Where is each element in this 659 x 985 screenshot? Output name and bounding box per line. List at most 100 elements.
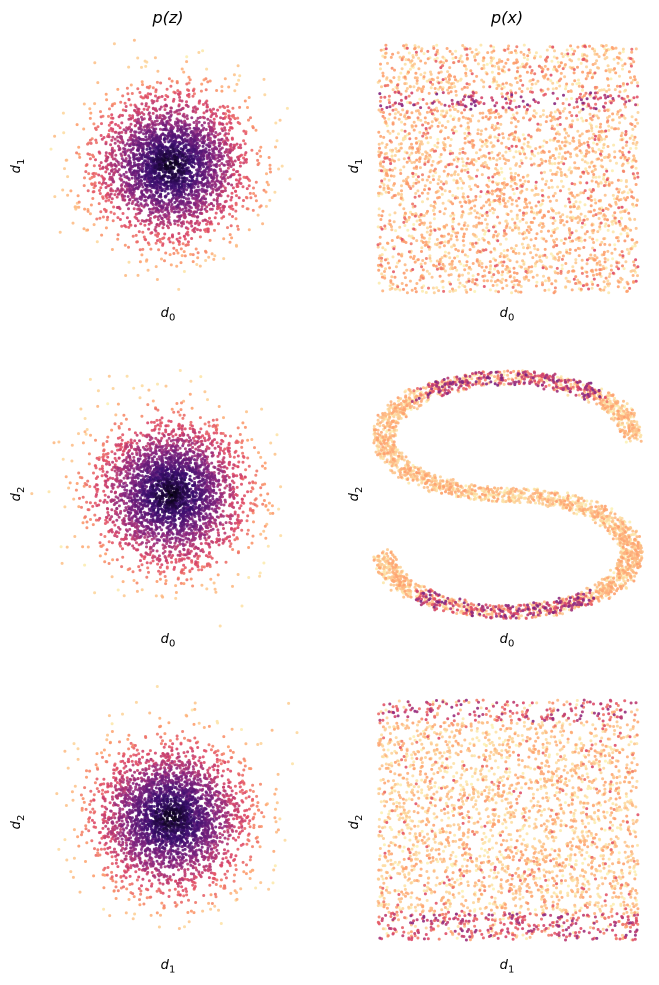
scatter-point xyxy=(196,154,200,158)
scatter-point xyxy=(555,56,559,60)
scatter-point xyxy=(288,177,292,181)
scatter-point xyxy=(123,190,127,194)
scatter-point xyxy=(403,276,407,280)
scatter-point xyxy=(591,136,594,140)
scatter-point xyxy=(551,208,554,212)
scatter-point xyxy=(525,236,528,240)
scatter-point xyxy=(403,115,406,118)
scatter-point xyxy=(178,95,182,99)
scatter-point xyxy=(521,133,525,137)
scatter-point xyxy=(156,239,159,243)
scatter-point xyxy=(163,108,167,112)
scatter-point xyxy=(244,195,248,199)
scatter-point xyxy=(429,70,432,74)
scatter-point xyxy=(171,241,175,245)
scatter-point xyxy=(545,48,549,52)
scatter-point xyxy=(156,218,160,222)
scatter-point xyxy=(134,124,137,127)
scatter-point xyxy=(484,218,487,222)
scatter-point xyxy=(526,243,530,247)
scatter-point xyxy=(183,155,187,159)
scatter-point xyxy=(404,177,408,181)
scatter-point xyxy=(458,57,462,60)
scatter-point xyxy=(177,152,181,155)
scatter-point xyxy=(621,50,625,54)
scatter-point xyxy=(175,248,179,252)
scatter-point xyxy=(217,153,220,157)
scatter-point xyxy=(559,174,563,177)
scatter-point xyxy=(406,175,410,179)
scatter-point xyxy=(162,223,166,226)
scatter-point xyxy=(559,221,563,225)
scatter-point xyxy=(393,211,397,215)
scatter-point xyxy=(607,275,611,279)
scatter-point xyxy=(157,163,161,166)
scatter-point xyxy=(226,176,230,180)
scatter-point xyxy=(190,154,194,158)
scatter-point xyxy=(170,130,174,133)
scatter-point xyxy=(600,240,604,244)
scatter-point xyxy=(412,166,416,170)
scatter-point xyxy=(88,116,92,120)
scatter-point xyxy=(146,203,150,207)
scatter-point xyxy=(529,206,533,210)
scatter-point xyxy=(98,189,101,192)
scatter-point xyxy=(146,241,150,245)
scatter-point xyxy=(606,155,610,159)
scatter-point xyxy=(209,129,213,133)
scatter-point xyxy=(191,196,195,200)
scatter-point xyxy=(174,197,178,201)
scatter-point xyxy=(502,196,506,200)
scatter-point xyxy=(586,74,590,78)
scatter-point xyxy=(606,279,610,283)
scatter-point xyxy=(129,122,133,126)
scatter-point xyxy=(578,134,582,138)
scatter-point xyxy=(131,114,135,118)
scatter-point xyxy=(473,204,477,208)
scatter-point xyxy=(514,172,518,175)
scatter-point xyxy=(435,43,439,47)
scatter-point xyxy=(156,234,159,238)
scatter-point xyxy=(395,86,399,90)
scatter-point xyxy=(522,116,525,120)
scatter-point xyxy=(412,223,416,226)
scatter-point xyxy=(202,157,206,161)
scatter-point xyxy=(204,77,208,81)
scatter-point xyxy=(172,139,176,143)
scatter-point xyxy=(151,101,155,105)
scatter-point xyxy=(202,135,206,139)
scatter-point xyxy=(285,106,289,110)
scatter-point xyxy=(492,247,496,251)
scatter-point xyxy=(152,137,155,141)
scatter-point xyxy=(633,217,637,221)
scatter-point xyxy=(528,201,532,205)
scatter-point xyxy=(414,191,418,195)
scatter-point xyxy=(499,167,503,170)
scatter-point xyxy=(634,47,638,51)
scatter-point xyxy=(193,203,197,207)
scatter-point xyxy=(239,182,243,185)
scatter-point xyxy=(543,64,547,68)
scatter-point xyxy=(453,173,457,176)
scatter-point xyxy=(234,189,237,193)
scatter-point xyxy=(224,170,228,174)
scatter-point xyxy=(509,171,513,175)
scatter-point xyxy=(230,183,234,187)
scatter-point xyxy=(155,80,159,84)
scatter-point xyxy=(477,216,481,220)
scatter-point xyxy=(198,235,202,239)
scatter-point xyxy=(437,178,441,182)
scatter-point xyxy=(220,162,224,165)
scatter-point xyxy=(484,200,488,204)
scatter-point xyxy=(400,67,404,71)
scatter-point xyxy=(210,132,214,136)
scatter-point xyxy=(113,130,117,134)
scatter-point xyxy=(464,164,468,168)
scatter-point xyxy=(450,86,454,90)
scatter-point xyxy=(203,121,206,125)
scatter-point xyxy=(418,112,422,116)
scatter-point xyxy=(184,143,188,147)
scatter-point xyxy=(546,87,550,91)
scatter-point xyxy=(192,212,196,215)
scatter-point xyxy=(607,88,611,92)
